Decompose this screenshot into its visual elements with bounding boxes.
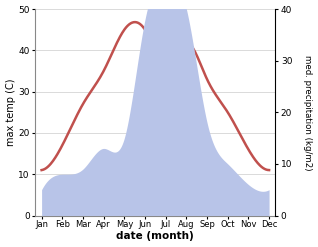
Y-axis label: med. precipitation (kg/m2): med. precipitation (kg/m2): [303, 55, 313, 170]
Y-axis label: max temp (C): max temp (C): [5, 79, 16, 146]
X-axis label: date (month): date (month): [116, 231, 194, 242]
